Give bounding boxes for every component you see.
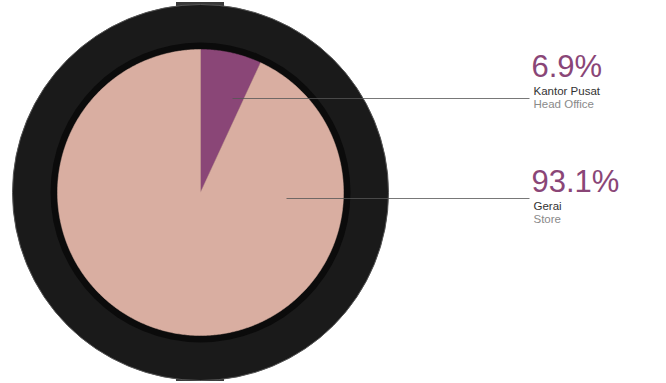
svg-text:6.9%: 6.9%	[532, 49, 603, 84]
svg-text:Kantor Pusat: Kantor Pusat	[534, 85, 601, 97]
svg-text:Store: Store	[534, 213, 562, 225]
svg-text:Head Office: Head Office	[534, 98, 595, 110]
svg-text:Gerai: Gerai	[534, 200, 562, 212]
svg-text:93.1%: 93.1%	[532, 164, 620, 199]
